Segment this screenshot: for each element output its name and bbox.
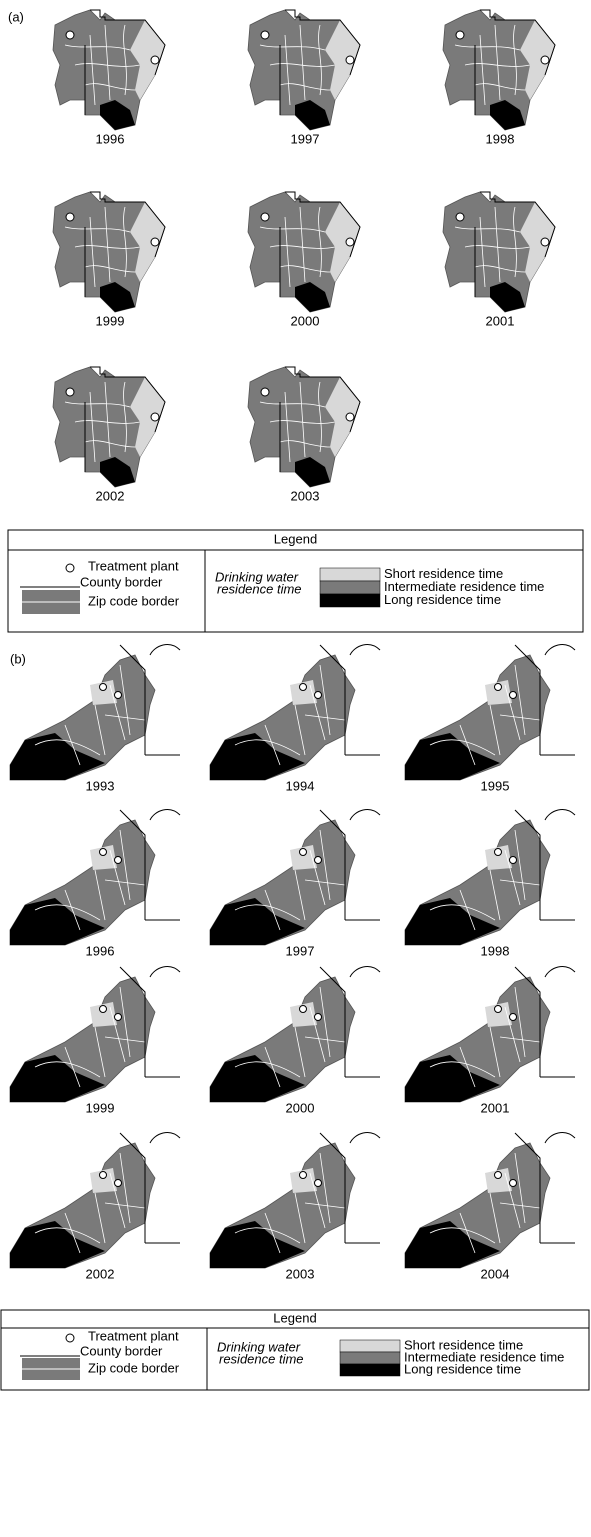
legend-box (7, 529, 584, 633)
map (52, 9, 166, 131)
legend-item: Intermediate residence time (384, 579, 544, 594)
year-label: 1995 (481, 778, 510, 793)
legend-item: Zip code border (88, 593, 180, 608)
map (442, 191, 556, 313)
year-label: 2002 (96, 488, 125, 503)
legend-box (0, 1309, 590, 1391)
plant-symbol (65, 1333, 75, 1343)
map (209, 809, 381, 946)
map (404, 644, 576, 781)
panel-label: (a) (8, 9, 24, 24)
legend-item: Long residence time (404, 1361, 521, 1376)
legend-group: residence time (219, 1351, 304, 1366)
year-label: 1998 (486, 131, 515, 146)
legend-group: Drinking water (215, 569, 299, 584)
year-label: 2004 (481, 1266, 510, 1281)
year-label: 2000 (286, 1100, 315, 1115)
year-label: 1997 (291, 131, 320, 146)
year-label: 1999 (96, 313, 125, 328)
year-label: 1998 (481, 943, 510, 958)
map (9, 809, 181, 946)
year-label: 2002 (86, 1266, 115, 1281)
map (404, 809, 576, 946)
map (404, 966, 576, 1103)
map (9, 1132, 181, 1269)
year-label: 1996 (86, 943, 115, 958)
map (52, 191, 166, 313)
year-label: 1994 (286, 778, 315, 793)
year-label: 2003 (291, 488, 320, 503)
legend-group: residence time (217, 581, 302, 596)
year-label: 1993 (86, 778, 115, 793)
legend-item: Intermediate residence time (404, 1349, 564, 1364)
legend-title: Legend (274, 531, 317, 546)
map (9, 966, 181, 1103)
residence-swatch (339, 1351, 401, 1365)
legend-title: Legend (273, 1310, 316, 1325)
map (209, 966, 381, 1103)
legend-item: Treatment plant (88, 558, 179, 573)
residence-swatch (319, 580, 381, 595)
map (209, 644, 381, 781)
map (247, 366, 361, 488)
residence-swatch (339, 1363, 401, 1377)
legend-item: County border (80, 1343, 163, 1358)
residence-swatch (339, 1339, 401, 1353)
year-label: 2001 (481, 1100, 510, 1115)
year-label: 1997 (286, 943, 315, 958)
year-label: 2000 (291, 313, 320, 328)
map (404, 1132, 576, 1269)
legend-item: Short residence time (404, 1337, 523, 1352)
year-label: 2001 (486, 313, 515, 328)
map (52, 366, 166, 488)
map (247, 191, 361, 313)
map (9, 644, 181, 781)
legend-group: Drinking water (217, 1339, 301, 1354)
year-label: 1996 (96, 131, 125, 146)
map (442, 9, 556, 131)
residence-swatch (319, 593, 381, 608)
legend-item: Long residence time (384, 592, 501, 607)
year-label: 2003 (286, 1266, 315, 1281)
legend-item: Treatment plant (88, 1328, 179, 1343)
plant-symbol (65, 563, 75, 573)
residence-swatch (319, 567, 381, 582)
year-label: 1999 (86, 1100, 115, 1115)
panel-label: (b) (10, 651, 26, 666)
legend-item: Zip code border (88, 1360, 180, 1375)
map (209, 1132, 381, 1269)
legend-item: County border (80, 574, 163, 589)
map (247, 9, 361, 131)
legend-item: Short residence time (384, 566, 503, 581)
